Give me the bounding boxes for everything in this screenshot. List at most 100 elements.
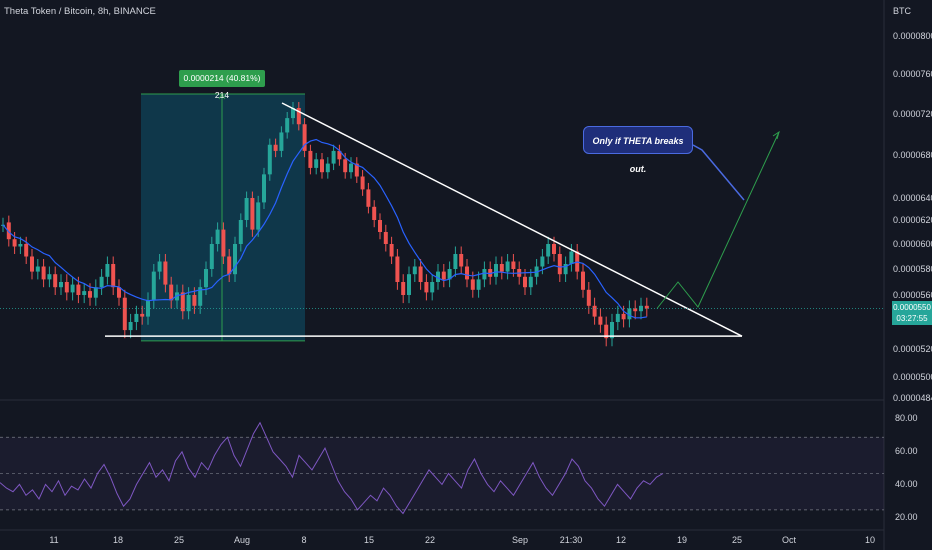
rsi-tick-label: 20.00 xyxy=(895,512,918,522)
candle-body xyxy=(314,159,319,168)
time-tick-label: 19 xyxy=(677,535,687,545)
ma-line xyxy=(2,138,647,319)
time-tick-label: 15 xyxy=(364,535,374,545)
candle-body xyxy=(447,269,452,280)
candle-body xyxy=(140,313,145,317)
candle-body xyxy=(105,264,110,277)
currency-label: BTC xyxy=(893,6,911,16)
candle-body xyxy=(401,282,406,295)
candle-body xyxy=(418,266,423,282)
candle-body xyxy=(18,244,23,247)
candle-body xyxy=(476,279,481,290)
candle-body xyxy=(505,261,510,272)
time-tick-label: 11 xyxy=(49,535,58,545)
measure-box[interactable] xyxy=(141,93,305,342)
candle-body xyxy=(494,264,498,277)
candle-body xyxy=(360,176,365,190)
price-tick-label: 0.0000500 xyxy=(893,372,932,382)
candle-body xyxy=(175,292,179,301)
candle-body xyxy=(244,198,249,220)
candle-body xyxy=(99,276,104,288)
candle-body xyxy=(134,313,139,322)
candle-body xyxy=(523,276,527,288)
candle-body xyxy=(343,159,348,173)
candle-body xyxy=(540,256,545,267)
candle-body xyxy=(366,189,371,207)
candle-body xyxy=(302,124,307,151)
candle-body xyxy=(12,239,17,247)
time-tick-label: Sep xyxy=(512,535,528,545)
countdown-timer: 03:27:55 xyxy=(896,314,928,323)
candle-body xyxy=(308,150,313,168)
price-tick-label: 0.0000800 xyxy=(893,31,932,41)
rsi-band xyxy=(0,437,884,510)
candle-body xyxy=(598,316,603,325)
measure-label: 0.0000214 (40.81%) 214 xyxy=(179,70,265,100)
candle-body xyxy=(291,108,295,119)
candle-body xyxy=(111,264,116,288)
candle-body xyxy=(615,313,620,322)
price-tick-label: 0.0000720 xyxy=(893,109,932,119)
price-tick-label: 0.0000580 xyxy=(893,264,932,274)
rsi-axis: 80.00 60.00 40.00 20.00 xyxy=(895,413,918,522)
candle-body xyxy=(325,163,330,173)
candle-body xyxy=(644,305,649,309)
candle-body xyxy=(238,220,243,244)
candle-body xyxy=(233,244,237,275)
candle-body xyxy=(30,256,34,272)
candle-body xyxy=(35,266,40,272)
candle-body xyxy=(64,282,69,293)
candle-body xyxy=(215,229,220,244)
candle-body xyxy=(285,118,290,133)
candlestick-series xyxy=(1,102,649,347)
price-tick-label: 0.0000760 xyxy=(893,69,932,79)
symbol-title[interactable]: Theta Token / Bitcoin, 8h, BINANCE xyxy=(4,6,156,17)
candle-body xyxy=(221,229,226,257)
time-tick-label: 25 xyxy=(174,535,184,545)
current-price-value: 0.0000550 xyxy=(893,303,931,312)
candle-body xyxy=(151,271,156,301)
candle-body xyxy=(430,282,435,293)
candle-body xyxy=(511,261,516,269)
candle-body xyxy=(122,297,127,331)
moving-average-line xyxy=(2,138,647,319)
candle-body xyxy=(76,284,81,295)
candle-body xyxy=(639,305,643,312)
rsi-tick-label: 40.00 xyxy=(895,479,918,489)
time-tick-label: 25 xyxy=(732,535,742,545)
candle-body xyxy=(412,266,417,275)
breakout-callout[interactable]: Only if THETA breaks out. xyxy=(583,126,693,174)
measure-arrowhead xyxy=(218,93,226,100)
projection-arrowhead xyxy=(772,130,780,140)
candle-body xyxy=(436,271,440,282)
candle-body xyxy=(53,274,58,288)
candle-body xyxy=(279,132,284,151)
candle-body xyxy=(88,291,92,298)
candle-body xyxy=(117,287,121,298)
candle-body xyxy=(424,282,429,293)
candle-body xyxy=(378,220,382,232)
price-tick-label: 0.0000680 xyxy=(893,150,932,160)
candle-body xyxy=(395,256,400,282)
rsi-pane xyxy=(0,421,884,515)
time-tick-label: 8 xyxy=(301,535,306,545)
candle-body xyxy=(157,261,162,272)
candle-body xyxy=(273,144,278,151)
candle-body xyxy=(354,163,359,177)
rsi-line xyxy=(0,421,664,515)
candle-body xyxy=(552,244,556,254)
candle-body xyxy=(592,305,597,317)
rsi-tick-label: 60.00 xyxy=(895,446,918,456)
time-axis[interactable]: 11 18 25 Aug 8 15 22 Sep 21:30 12 19 25 Oct 10 xyxy=(49,535,875,545)
candle-body xyxy=(209,244,214,269)
candle-body xyxy=(180,292,185,312)
candle-body xyxy=(128,322,133,331)
rsi-tick-label: 80.00 xyxy=(895,413,918,423)
time-tick-label: Oct xyxy=(782,535,797,545)
measure-area xyxy=(141,94,305,341)
candle-body xyxy=(198,287,203,306)
candle-body xyxy=(267,144,272,175)
trend-drawings[interactable] xyxy=(0,102,884,337)
candle-body xyxy=(563,264,568,275)
